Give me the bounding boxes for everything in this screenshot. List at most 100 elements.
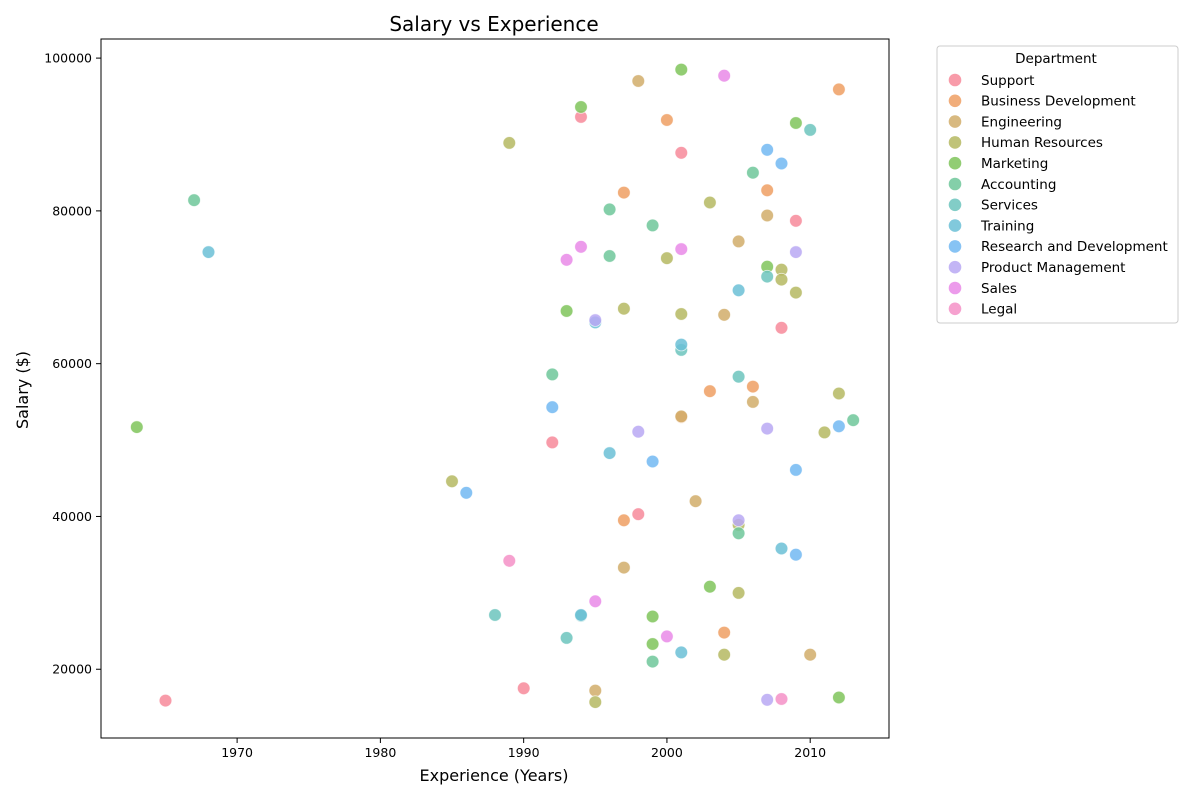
series-group [158,110,803,708]
x-tick-label: 2000 [651,745,683,760]
data-point [674,337,689,352]
legend-entry: Human Resources [981,135,1103,151]
legend-marker [948,260,962,274]
data-point [774,692,789,706]
data-point [703,195,717,210]
data-point [789,245,803,259]
data-point [674,307,689,321]
data-point [545,367,560,382]
data-point [717,648,731,662]
data-point [688,494,703,508]
data-point [645,637,660,651]
data-point [502,136,517,150]
legend-marker [948,240,962,253]
data-point [660,251,674,265]
legend-marker [948,115,962,128]
y-tick-label: 80000 [52,203,92,218]
x-axis-ticks: 1970 1980 1990 2000 2010 [221,738,826,760]
legend: Department Support Business Development En… [936,45,1179,324]
y-tick-label: 60000 [52,356,92,371]
data-point [559,253,574,267]
x-tick-label: 1990 [508,745,540,760]
data-point [803,123,817,137]
legend-marker [948,177,962,191]
data-point [645,218,660,233]
data-point [803,648,817,662]
data-point [588,313,603,327]
data-point [717,625,731,640]
data-point [631,74,646,88]
points-layer [130,62,860,709]
data-point [731,513,746,528]
data-point [717,308,731,322]
legend-marker [948,281,962,295]
data-point [574,608,588,622]
y-tick-label: 100000 [44,51,92,66]
series-group [617,82,846,640]
data-point [832,386,846,401]
data-point [817,425,832,440]
data-point [832,690,846,705]
data-point [774,541,789,556]
data-point [731,586,746,600]
legend-entry: Research and Development [981,239,1168,255]
data-point [717,68,731,83]
data-point [674,645,689,660]
data-point [789,548,803,562]
data-point [559,631,574,645]
y-axis-label: Salary ($) [13,351,32,429]
data-point [660,629,674,644]
data-point [645,609,660,624]
legend-entry: Accounting [981,177,1056,193]
data-point [645,454,660,469]
data-point [502,554,517,568]
series-group [459,143,846,562]
data-point [674,62,689,77]
y-tick-label: 40000 [52,509,92,524]
data-point [731,283,746,298]
data-point [760,421,774,436]
data-point [846,413,860,427]
legend-entry: Legal [981,302,1017,318]
series-group [187,165,860,669]
x-tick-label: 2010 [794,745,826,760]
data-point [602,249,617,263]
data-point [760,269,774,284]
data-point [660,113,674,127]
legend-entry: Support [981,73,1034,89]
data-point [832,419,846,434]
data-point [545,400,560,414]
data-point [187,193,201,207]
legend-entry: Business Development [981,94,1136,110]
x-tick-label: 1970 [221,745,253,760]
data-point [201,245,216,259]
legend-title: Department [1015,51,1097,67]
x-axis-label: Experience (Years) [419,766,568,785]
data-point [488,608,502,622]
legend-entry: Product Management [981,260,1125,276]
data-point [774,272,789,287]
data-point [774,156,789,171]
data-point [774,321,789,335]
data-point [617,302,631,316]
legend-entry: Engineering [981,114,1062,130]
data-point [832,82,846,97]
data-point [789,116,803,130]
series-group [502,554,789,706]
legend-marker [948,198,962,212]
series-group [588,74,817,698]
legend-marker [948,156,962,170]
data-point [645,654,660,669]
data-point [789,214,803,228]
data-point [631,425,646,439]
data-point [588,594,603,609]
data-point [674,242,689,256]
data-point [445,474,459,489]
chart-title: Salary vs Experience [389,12,598,36]
data-point [631,507,646,521]
y-axis-ticks: 20000 40000 60000 80000 100000 [44,51,101,677]
legend-marker [948,219,962,232]
data-point [760,693,774,707]
data-point [731,526,746,541]
data-point [674,146,689,160]
